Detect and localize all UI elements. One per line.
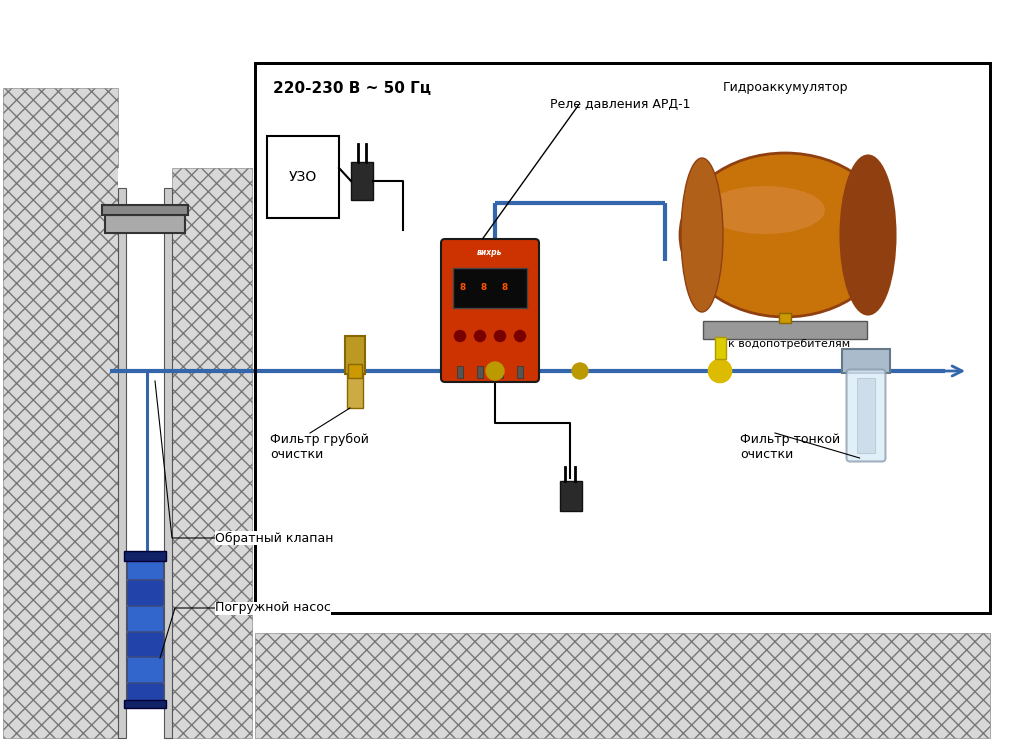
Bar	[255, 633, 990, 738]
Bar	[351, 162, 373, 200]
Bar	[124, 551, 166, 561]
Bar	[559, 481, 582, 511]
Circle shape	[495, 331, 506, 342]
Text: 8: 8	[502, 283, 508, 292]
Ellipse shape	[680, 153, 890, 317]
Bar	[127, 554, 163, 579]
Bar	[255, 63, 990, 613]
Bar	[477, 366, 483, 378]
Bar	[517, 366, 523, 378]
Text: вихрь: вихрь	[477, 248, 503, 258]
Text: 220-230 В ~ 50 Гц: 220-230 В ~ 50 Гц	[273, 81, 431, 96]
Bar	[127, 606, 163, 631]
Text: УЗО: УЗО	[289, 170, 317, 184]
Ellipse shape	[841, 155, 896, 314]
Ellipse shape	[705, 186, 825, 234]
Bar	[715, 337, 725, 360]
Bar	[703, 321, 867, 339]
FancyBboxPatch shape	[441, 239, 539, 382]
Bar	[345, 336, 365, 374]
Bar	[347, 374, 362, 408]
Bar	[118, 188, 126, 738]
FancyBboxPatch shape	[847, 369, 886, 461]
Bar	[497, 366, 503, 378]
Bar	[857, 378, 874, 453]
Text: Реле давления АРД-1: Реле давления АРД-1	[550, 98, 690, 111]
Bar	[127, 658, 163, 682]
Circle shape	[709, 360, 731, 383]
Bar	[127, 580, 163, 605]
Circle shape	[572, 363, 588, 379]
Text: Фильтр тонкой
очистки: Фильтр тонкой очистки	[740, 433, 840, 461]
Bar	[124, 700, 166, 708]
Bar	[102, 205, 188, 215]
Circle shape	[474, 331, 485, 342]
Ellipse shape	[681, 158, 723, 312]
Bar	[267, 136, 339, 218]
Text: 8: 8	[481, 283, 487, 292]
Bar	[255, 63, 990, 613]
Bar	[127, 632, 163, 656]
Bar	[348, 364, 362, 378]
Circle shape	[455, 331, 466, 342]
Bar	[105, 215, 185, 233]
Bar	[3, 88, 118, 738]
Bar	[127, 683, 163, 708]
Text: Погружной насос: Погружной насос	[215, 602, 331, 614]
Bar	[172, 168, 252, 738]
Circle shape	[514, 331, 525, 342]
Bar	[779, 313, 791, 323]
Text: Фильтр грубой
очистки: Фильтр грубой очистки	[270, 433, 369, 461]
Circle shape	[709, 360, 731, 383]
Text: Гидроаккумулятор: Гидроаккумулятор	[722, 81, 848, 94]
Bar	[164, 188, 172, 738]
Bar	[457, 366, 463, 378]
Bar	[842, 349, 890, 373]
Text: к водопотребителям: к водопотребителям	[728, 339, 850, 349]
Bar	[118, 168, 172, 738]
Text: 8: 8	[460, 283, 466, 292]
Bar	[255, 63, 990, 613]
Circle shape	[486, 362, 504, 380]
Bar	[453, 268, 527, 308]
Text: Обратный клапан: Обратный клапан	[215, 531, 334, 545]
